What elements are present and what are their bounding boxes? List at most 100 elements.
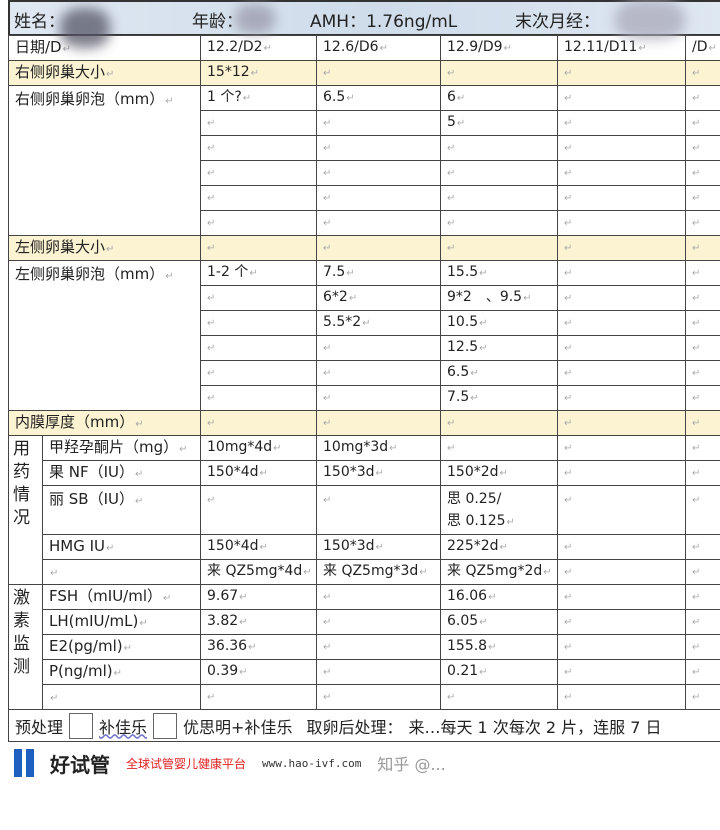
value-cell [685, 185, 720, 211]
value-cell [316, 135, 441, 161]
value-cell [685, 335, 720, 361]
value-cell [685, 634, 720, 660]
value-cell: 15.5 [440, 260, 558, 286]
value-cell [557, 135, 686, 161]
value-cell [685, 609, 720, 635]
value-cell: 9*2 、9.5 [440, 285, 558, 311]
value-cell [316, 684, 441, 710]
option2-label: 优思明+补佳乐 [183, 717, 293, 737]
option2-checkbox[interactable] [153, 712, 178, 739]
value-cell [200, 210, 317, 236]
value-cell: 来 QZ5mg*2d [440, 559, 558, 585]
value-cell: 来 QZ5mg*4d [200, 559, 317, 585]
value-cell: 来 QZ5mg*3d [316, 559, 441, 585]
value-cell [557, 160, 686, 186]
value-cell: 思 0.25/ 思 0.125 [440, 485, 558, 535]
value-cell [685, 210, 720, 236]
value-cell [685, 659, 720, 685]
logo-slogan: 全球试管婴儿健康平台 [126, 756, 247, 771]
value-cell [685, 110, 720, 136]
value-cell [440, 60, 558, 86]
value-cell: 150*3d [316, 534, 441, 560]
value-cell: 6.5 [316, 85, 441, 111]
left-follicles-row: 6*29*2 、9.5 [9, 285, 720, 311]
value-cell [316, 160, 441, 186]
value-cell [685, 559, 720, 585]
value-cell [200, 160, 317, 186]
value-cell [557, 460, 686, 486]
value-cell: 9.67 [200, 584, 317, 610]
right-follicles-row: 右侧卵巢卵泡（mm）1 个?6.56 [8, 85, 720, 236]
value-cell [316, 235, 441, 261]
value-cell [557, 485, 686, 535]
value-cell [557, 559, 686, 585]
value-cell [440, 135, 558, 161]
value-cell [557, 110, 686, 136]
hormones-group-label: 激素监测 [8, 584, 43, 710]
value-cell [685, 260, 720, 286]
medication-item-label [42, 559, 201, 585]
value-cell: 150*3d [316, 460, 441, 486]
value-cell: 5.5*2 [316, 310, 441, 336]
zhihu-watermark: 知乎 @... [377, 755, 446, 774]
value-cell: 7.5 [316, 260, 441, 286]
value-cell: 5 [440, 110, 558, 136]
hormones-row: P(ng/ml)0.39 0.21 [9, 659, 720, 685]
post-retrieval-instruction: 来…每天 1 次每次 2 片，连服 7 日 [408, 717, 662, 737]
value-cell: 0.39 [200, 659, 317, 685]
medication-group-label: 用药情况 [8, 435, 43, 585]
value-cell [685, 60, 720, 86]
value-cell [685, 310, 720, 336]
value-cell [557, 609, 686, 635]
value-cell [316, 659, 441, 685]
option1-checkbox[interactable] [69, 712, 94, 739]
hormones-row: LH(mIU/mL)3.82 6.05 [9, 609, 720, 635]
value-cell [557, 260, 686, 286]
value-cell [440, 410, 558, 436]
endometrium-label: 内膜厚度（mm） [8, 410, 201, 436]
value-cell: 150*2d [440, 460, 558, 486]
value-cell [316, 360, 441, 386]
value-cell [200, 185, 317, 211]
value-cell: 12.9/D9 [440, 35, 558, 61]
value-cell [685, 160, 720, 186]
value-cell [557, 684, 686, 710]
value-cell [685, 360, 720, 386]
value-cell [557, 335, 686, 361]
value-cell [557, 285, 686, 311]
value-cell [200, 285, 317, 311]
value-cell: 150*4d [200, 460, 317, 486]
value-cell: 12.2/D2 [200, 35, 317, 61]
value-cell [557, 210, 686, 236]
medication-item-label: HMG IU [42, 534, 201, 560]
redaction-blur [615, 0, 685, 40]
value-cell [685, 435, 720, 461]
value-cell [557, 360, 686, 386]
value-cell: 225*2d [440, 534, 558, 560]
value-cell [316, 185, 441, 211]
value-cell [685, 584, 720, 610]
hormones-item-label: FSH（mIU/ml） [42, 584, 201, 610]
value-cell [316, 60, 441, 86]
value-cell [316, 485, 441, 535]
value-cell [316, 335, 441, 361]
ivf-record-sheet: 姓名： 年龄： AMH：1.76ng/mL 末次月经： 日期/D12.2/D21… [8, 0, 720, 780]
value-cell [200, 135, 317, 161]
value-cell: 16.06 [440, 584, 558, 610]
age-label: 年龄： [192, 12, 243, 32]
left-ovary-size-label: 左侧卵巢大小 [8, 235, 201, 261]
medication-row: 来 QZ5mg*4d来 QZ5mg*3d来 QZ5mg*2d [9, 559, 720, 585]
value-cell: 12.6/D6 [316, 35, 441, 61]
hormones-item-label: E2(pg/ml) [42, 634, 201, 660]
value-cell [440, 235, 558, 261]
value-cell: 1-2 个 [200, 260, 317, 286]
value-cell [557, 410, 686, 436]
value-cell [440, 684, 558, 710]
value-cell [316, 210, 441, 236]
value-cell: 6.05 [440, 609, 558, 635]
medication-row: 丽 SB（IU） 思 0.25/ 思 0.125 [9, 485, 720, 535]
value-cell [685, 235, 720, 261]
right-follicles-label: 右侧卵巢卵泡（mm） [8, 85, 201, 236]
amh-value: AMH：1.76ng/mL [310, 12, 458, 32]
